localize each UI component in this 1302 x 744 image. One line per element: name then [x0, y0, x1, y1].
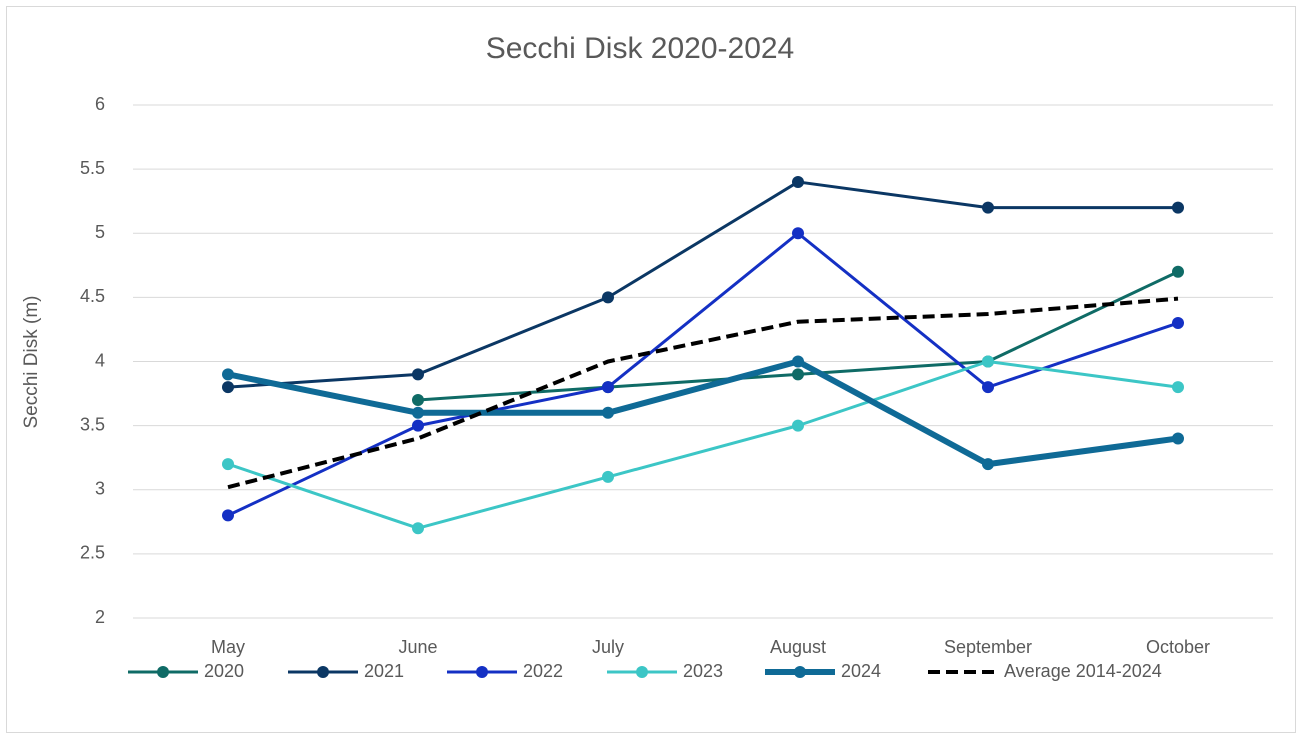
legend-marker — [794, 666, 806, 678]
legend-label: 2021 — [364, 661, 404, 681]
x-tick-label: June — [398, 637, 437, 657]
series-line — [227, 180, 1178, 389]
data-point — [602, 406, 614, 419]
x-tick-label: July — [592, 637, 624, 657]
data-point — [1172, 432, 1184, 445]
data-point — [222, 381, 234, 394]
y-tick-label: 6 — [95, 94, 105, 114]
y-tick-label: 2 — [95, 607, 105, 627]
y-tick-label: 3.5 — [80, 414, 105, 434]
data-point — [1172, 201, 1184, 214]
legend-marker — [636, 666, 648, 678]
data-point — [792, 227, 804, 240]
data-point — [602, 381, 614, 394]
data-point — [602, 470, 614, 483]
x-tick-label: September — [944, 637, 1032, 657]
data-point — [1172, 265, 1184, 278]
legend-marker — [317, 666, 329, 678]
y-axis-label: Secchi Disk (m) — [21, 295, 42, 428]
x-tick-label: August — [770, 637, 826, 657]
legend-label: 2023 — [683, 661, 723, 681]
data-point — [412, 393, 424, 406]
y-tick-label: 4 — [95, 350, 105, 370]
data-point — [982, 381, 994, 394]
data-point — [222, 509, 234, 522]
legend-marker — [157, 666, 169, 678]
chart-frame — [6, 6, 1296, 733]
data-point — [982, 355, 994, 368]
legend-marker — [476, 666, 488, 678]
data-point — [792, 355, 804, 368]
data-point — [792, 419, 804, 432]
legend-label: 2024 — [841, 661, 881, 681]
data-point — [982, 201, 994, 214]
series-line — [227, 358, 1179, 468]
y-tick-label: 5 — [95, 222, 105, 242]
x-tick-label: May — [211, 637, 245, 657]
data-point — [792, 175, 804, 188]
data-point — [412, 368, 424, 381]
data-point — [222, 368, 234, 381]
chart-title: Secchi Disk 2020-2024 — [486, 32, 795, 65]
y-tick-label: 5.5 — [80, 158, 105, 178]
data-point — [412, 522, 424, 535]
data-point — [412, 406, 424, 419]
legend-label: 2022 — [523, 661, 563, 681]
data-point — [412, 419, 424, 432]
data-point — [222, 458, 234, 471]
series-line — [227, 231, 1179, 517]
y-tick-label: 4.5 — [80, 286, 105, 306]
legend-label: Average 2014-2024 — [1004, 661, 1162, 681]
data-point — [982, 458, 994, 471]
series-line — [227, 296, 1179, 490]
legend-label: 2020 — [204, 661, 244, 681]
series-line — [227, 360, 1179, 530]
x-tick-label: October — [1146, 637, 1210, 657]
data-point — [1172, 381, 1184, 394]
data-point — [792, 368, 804, 381]
y-tick-label: 2.5 — [80, 543, 105, 563]
data-point — [602, 291, 614, 304]
y-tick-label: 3 — [95, 479, 105, 499]
data-point — [1172, 317, 1184, 330]
